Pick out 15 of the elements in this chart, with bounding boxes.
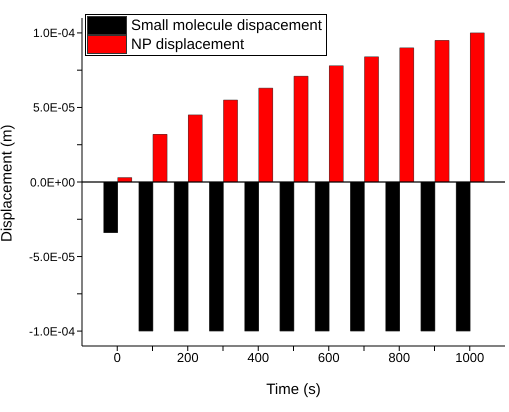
x-tick-label: 1000 bbox=[455, 350, 484, 366]
x-tick-label: 200 bbox=[176, 350, 199, 366]
x-axis-title: Time (s) bbox=[266, 381, 321, 398]
y-axis-title: Displacement (m) bbox=[0, 124, 16, 242]
y-tick-label: 5.0E-05 bbox=[32, 100, 76, 115]
legend-label: NP displacement bbox=[131, 35, 244, 54]
y-tick-label: 1.0E-04 bbox=[32, 26, 76, 40]
x-tick-label: 800 bbox=[388, 350, 410, 366]
y-tick-label: -1.0E-04 bbox=[28, 324, 76, 338]
legend-label: Small molecule dispacement bbox=[131, 16, 322, 35]
x-tick-label: 600 bbox=[318, 350, 340, 366]
x-tick-label: 0 bbox=[114, 350, 121, 366]
x-tick-label: 400 bbox=[247, 350, 270, 366]
y-tick-label: 0.0E+00 bbox=[30, 175, 76, 190]
y-tick-label: -5.0E-05 bbox=[28, 250, 76, 264]
